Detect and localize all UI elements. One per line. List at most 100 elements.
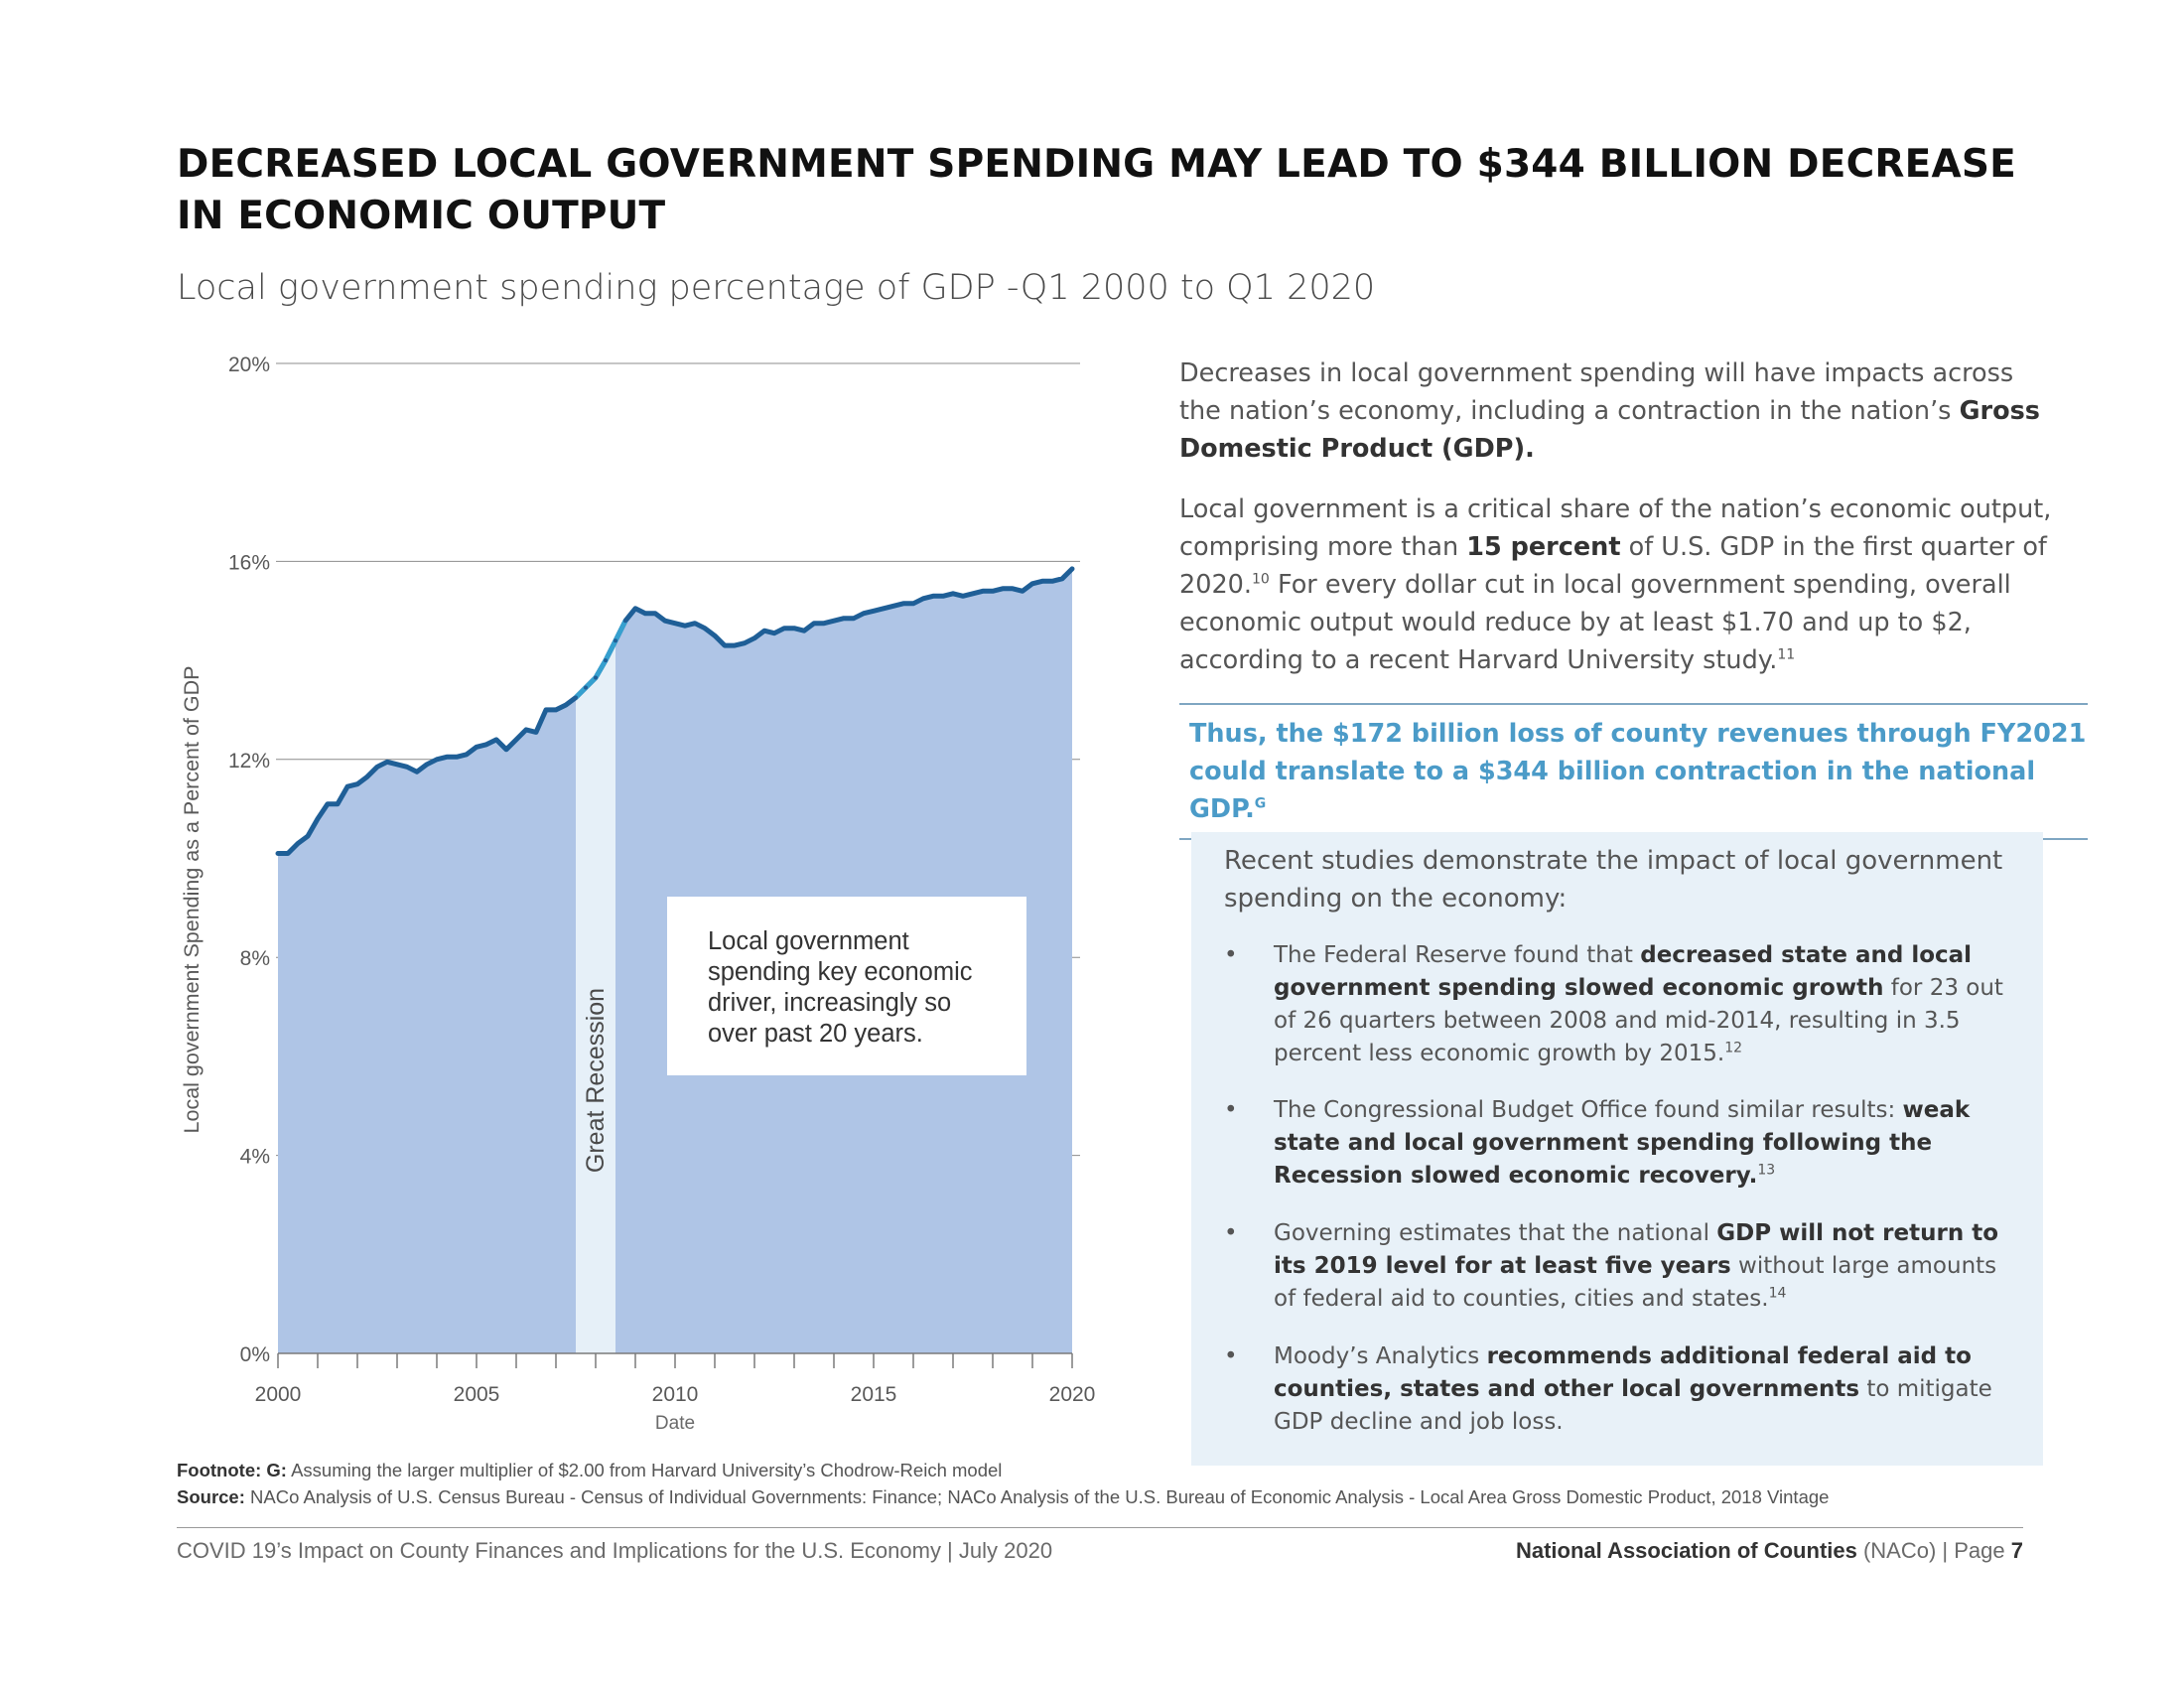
data-point [435,757,439,762]
data-point [554,707,558,712]
footer-org: National Association of Counties [1515,1538,1857,1563]
data-point [653,611,657,616]
data-point [623,619,627,624]
x-axis-title: Date [655,1413,695,1434]
b4-text-a: Moody’s Analytics [1274,1343,1487,1369]
footnote-ref-12: 12 [1724,1040,1743,1056]
data-point [306,834,310,839]
data-point [614,638,617,643]
data-point [663,619,667,624]
footnote-ref-g: G [1254,795,1267,812]
label-layer: Great Recession Local government spending … [582,897,1026,1173]
footnote-label: Footnote: G: [177,1460,287,1480]
data-point [494,737,498,742]
data-point [931,594,935,599]
data-point [941,594,945,599]
p2-text-c: of U.S. GDP in the first quarter of 2020… [1179,532,2047,600]
b2-text-a: The Congressional Budget Office found si… [1274,1097,1903,1123]
x-tick-label: 2005 [454,1383,500,1406]
data-point [961,594,965,599]
footer-page-info: National Association of Counties (NACo) … [1516,1538,2023,1564]
data-point [782,626,786,631]
data-point [504,747,508,752]
bullet-dot: • [1224,942,1238,968]
annotation-line: Local government [708,927,909,955]
b1-text-a: The Federal Reserve found that [1274,942,1641,968]
data-point [1021,589,1024,594]
data-point [286,851,290,856]
data-point [901,601,905,606]
data-point [693,621,697,626]
data-point [395,762,399,767]
data-point [355,781,359,786]
data-point [633,606,637,611]
data-point [296,841,300,846]
recession-label: Great Recession [582,988,610,1173]
data-point [802,629,806,633]
page-title: DECREASED LOCAL GOVERNMENT SPENDING MAY … [177,139,2023,242]
data-point [316,816,320,821]
data-point [475,745,478,750]
data-point [772,631,776,635]
data-point [911,601,915,606]
y-tick-label: 20% [228,353,270,376]
y-tick-label: 16% [228,551,270,574]
data-point [445,755,449,760]
data-point [425,762,429,767]
data-point [971,591,975,596]
data-point [703,626,707,631]
data-point [326,801,330,806]
annotation-line: spending key economic [708,958,973,986]
footnote-ref-14: 14 [1768,1285,1787,1302]
data-point [951,591,955,596]
callout-box: Thus, the $172 billion loss of county re… [1179,703,2088,840]
data-point [1040,579,1044,584]
data-point [604,658,608,663]
p2-text-d: For every dollar cut in local government… [1179,570,2011,675]
bullet-dot: • [1224,1097,1238,1123]
b4-text-c: to mitigate GDP decline and job loss. [1274,1376,1992,1435]
data-point [1011,586,1015,591]
page-title-line-1: DECREASED LOCAL GOVERNMENT SPENDING MAY … [177,142,2016,187]
data-point [872,609,876,614]
y-tick-label: 4% [240,1146,270,1169]
spending-area-chart: 2000 2005 2010 2015 2020 0% 4% 8% 12% 16% 20% Date L… [180,353,1095,1434]
annotation-box [667,897,1026,1075]
annotation-line: over past 20 years. [708,1020,923,1048]
data-point [792,626,796,631]
data-point [336,801,340,806]
b3-bold: GDP will not return to its 2019 level fo… [1274,1220,1999,1279]
b2-bold: weak state and local government spending… [1274,1097,1971,1189]
data-point [564,703,568,707]
data-point [891,604,895,609]
data-point [743,640,747,645]
data-point [713,633,717,638]
data-point [752,635,756,640]
footnote-ref-11: 11 [1777,646,1796,663]
footnote-g: Footnote: G: Assuming the larger multipl… [177,1460,1002,1481]
data-point [673,621,677,626]
y-axis-title: Local government Spending as a Percent o… [180,666,204,1134]
footer-report-title: COVID 19’s Impact on County Finances and… [177,1538,1053,1563]
data-point [762,629,766,633]
data-point [1070,566,1074,571]
footnote-text: Assuming the larger multiplier of $2.00 … [286,1460,1003,1480]
recession-band [576,640,615,1353]
data-point [733,643,737,648]
b1-text-c: for 23 out of 26 quarters between 2008 a… [1274,975,2003,1066]
y-tick-label: 8% [240,947,270,970]
x-tick-label: 2015 [851,1383,897,1406]
b3-text-c: without large amounts of federal aid to … [1274,1253,1997,1312]
page-title-line-2: IN ECONOMIC OUTPUT [177,194,666,238]
data-point [415,770,419,774]
share-paragraph: Local government is a critical share of … [1179,491,2053,679]
data-point [276,851,280,856]
data-point [683,624,687,629]
annotation-line: driver, increasingly so [708,989,951,1017]
data-point [465,752,469,757]
callout-line-2-text: could translate to a $344 billion contra… [1189,757,2036,824]
footer-page-number: 7 [2010,1538,2023,1563]
axis-layer: 2000 2005 2010 2015 2020 0% 4% 8% 12% 16% 20% Date L… [180,353,1095,1434]
data-point [882,606,886,611]
footnote-ref-13: 13 [1757,1162,1776,1179]
